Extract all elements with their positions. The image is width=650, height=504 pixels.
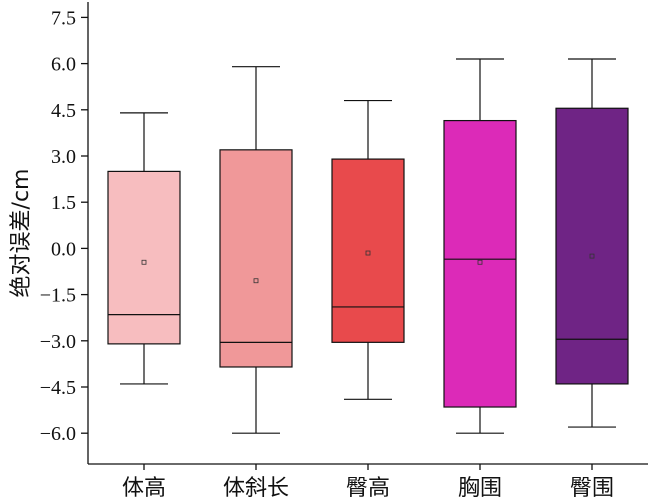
mean-marker bbox=[477, 259, 483, 265]
y-tick-label: 1.5 bbox=[51, 192, 76, 214]
x-tick-label: 臀围 bbox=[570, 476, 614, 501]
mean-marker bbox=[589, 253, 595, 259]
y-tick-label: 3.0 bbox=[51, 146, 76, 168]
iqr-box bbox=[107, 170, 181, 345]
y-tick-label: 7.5 bbox=[51, 7, 76, 29]
y-tick-label: 0.0 bbox=[51, 238, 76, 260]
y-tick-label: 4.5 bbox=[51, 100, 76, 122]
x-ticks: 体高 体斜长 臀高 胸围 臀围 bbox=[122, 464, 614, 501]
iqr-box bbox=[555, 107, 629, 385]
box-1 bbox=[107, 112, 181, 385]
mean-marker bbox=[141, 259, 147, 265]
mean-marker bbox=[253, 278, 259, 284]
y-tick-label: −4.5 bbox=[40, 377, 76, 399]
iqr-box bbox=[443, 119, 517, 408]
y-tick-label: −3.0 bbox=[40, 331, 76, 353]
mean-marker bbox=[365, 250, 371, 256]
box-4 bbox=[443, 58, 517, 434]
x-tick-label: 臀高 bbox=[346, 476, 390, 501]
x-tick-label: 体高 bbox=[122, 476, 166, 501]
box-5 bbox=[555, 58, 629, 428]
y-tick-label: 6.0 bbox=[51, 54, 76, 76]
box-3 bbox=[331, 99, 405, 400]
box-2 bbox=[219, 66, 293, 434]
iqr-box bbox=[219, 149, 293, 368]
y-tick-label: −1.5 bbox=[40, 285, 76, 307]
boxes bbox=[107, 58, 629, 434]
x-tick-label: 体斜长 bbox=[223, 476, 289, 501]
y-axis-title: 绝对误差/cm bbox=[9, 169, 34, 298]
y-ticks: −6.0 −4.5 −3.0 −1.5 0.0 1.5 3.0 4.5 6.0 7.5 bbox=[40, 7, 88, 445]
x-tick-label: 胸围 bbox=[458, 476, 502, 501]
y-tick-label: −6.0 bbox=[40, 423, 76, 445]
